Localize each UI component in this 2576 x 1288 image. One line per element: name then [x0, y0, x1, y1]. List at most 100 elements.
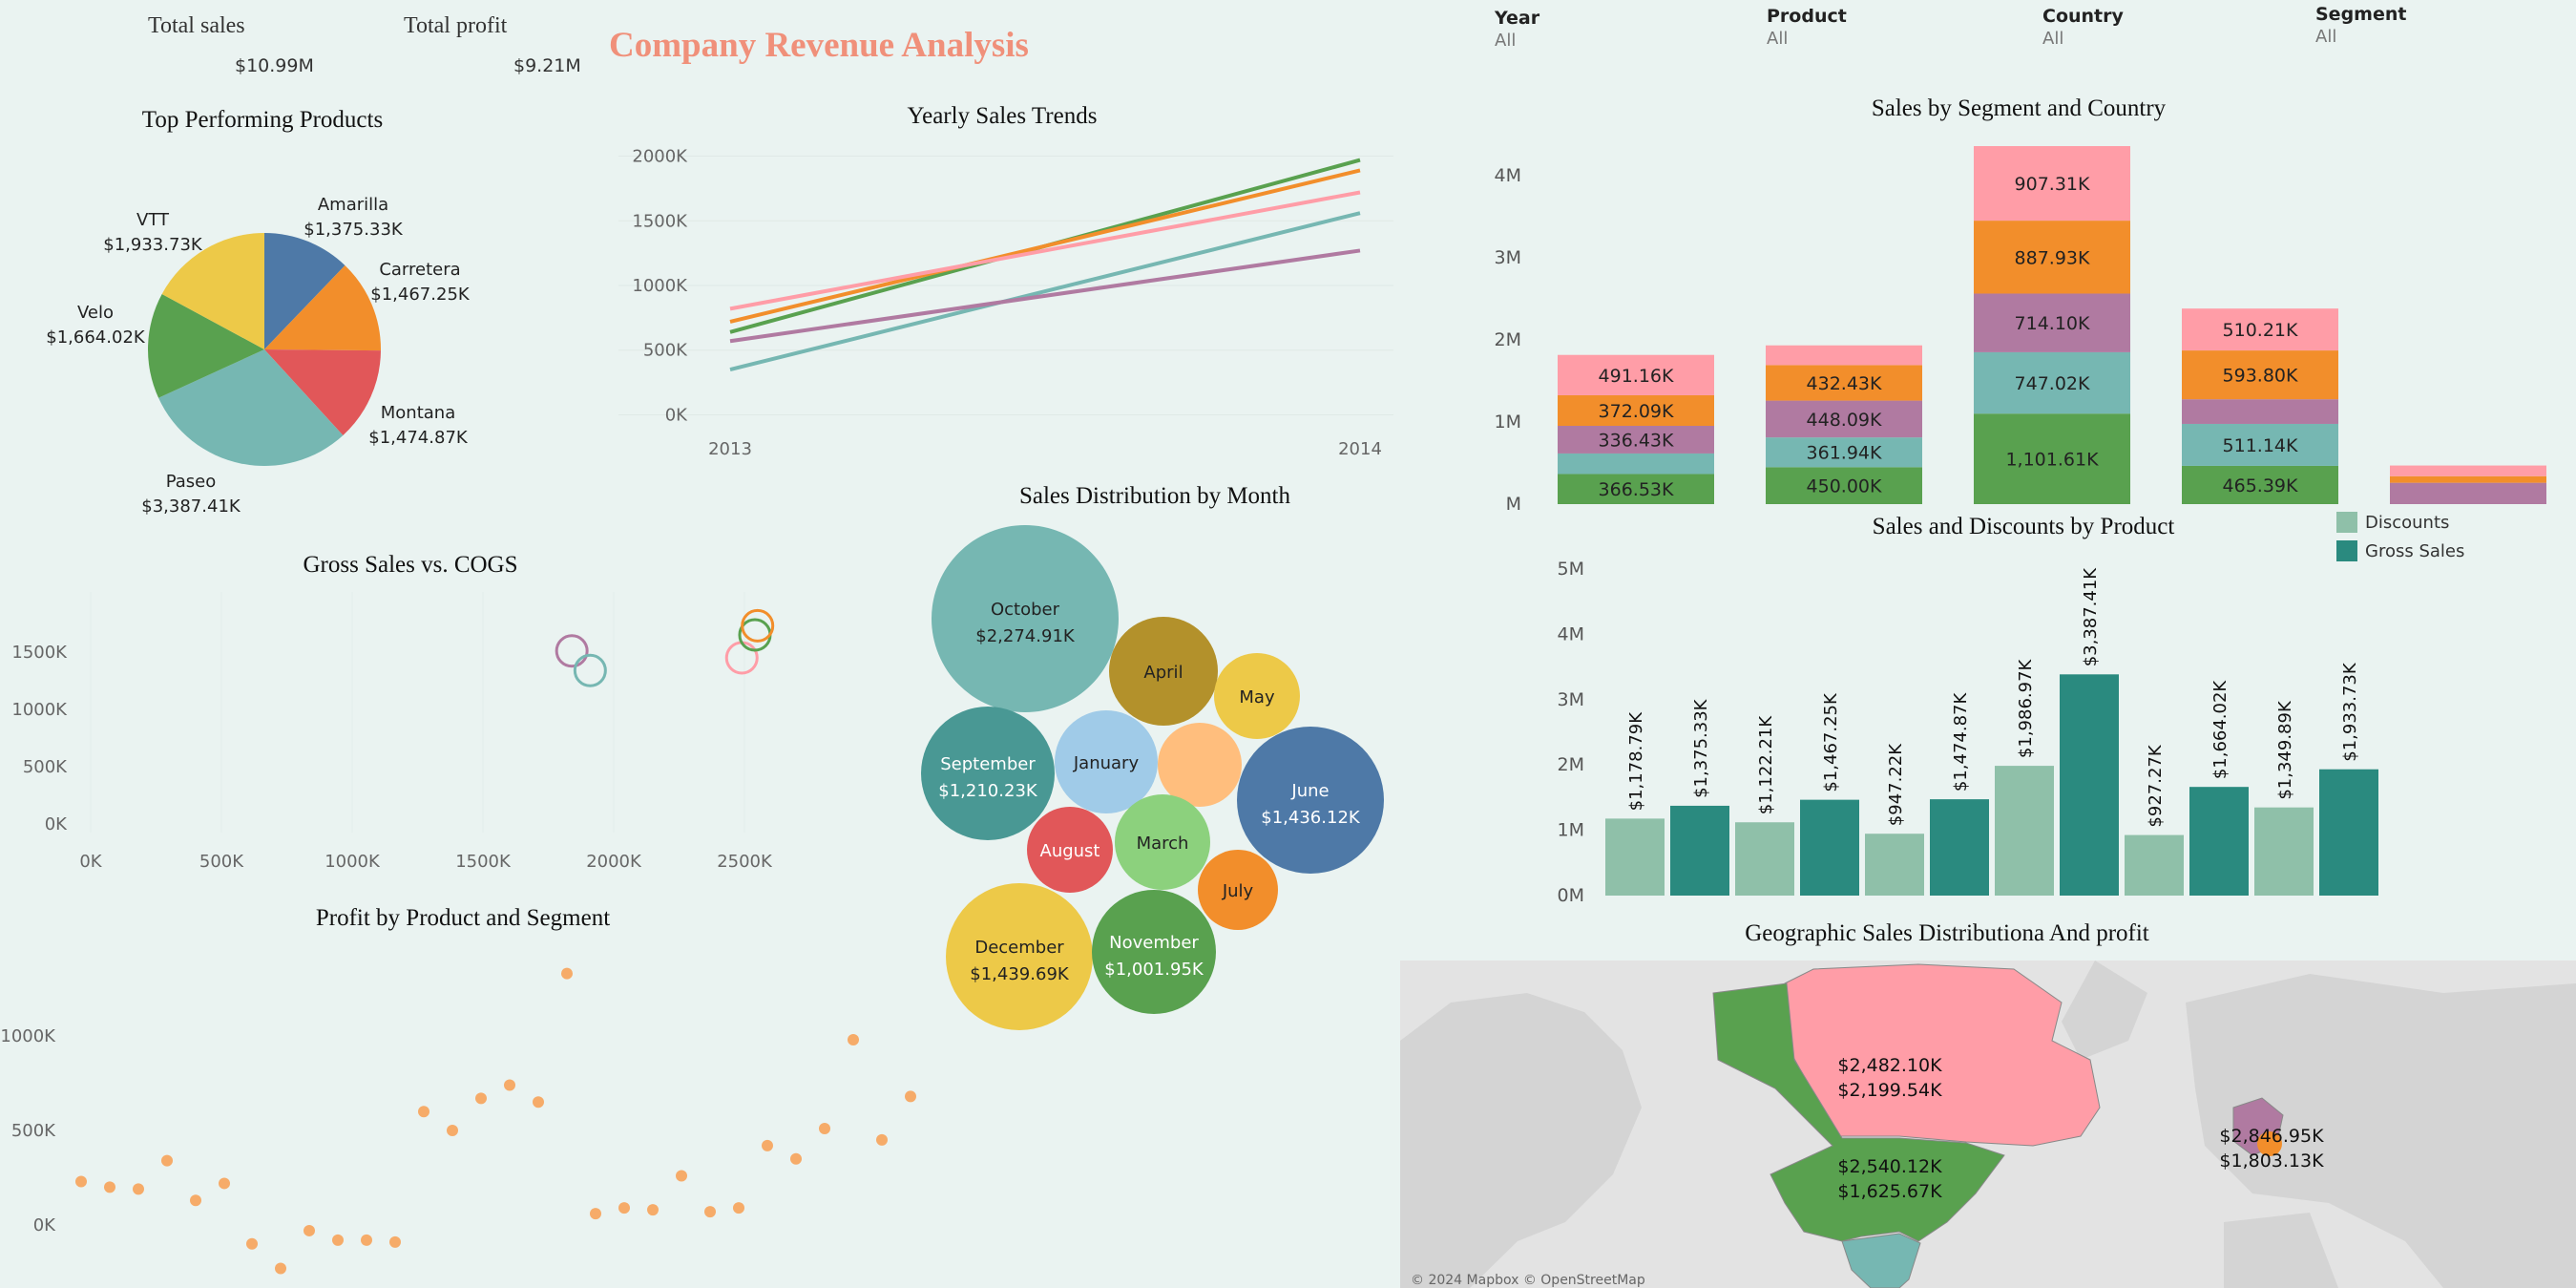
stacked-segment-teal[interactable]: [2182, 423, 2338, 466]
dots-point[interactable]: [161, 1154, 173, 1167]
dots-point[interactable]: [618, 1202, 630, 1214]
pie-slice-vtt[interactable]: [161, 233, 264, 349]
bubble-april[interactable]: [1109, 617, 1218, 726]
stacked-segment-orange[interactable]: [1558, 394, 1714, 427]
filter-product-value[interactable]: All: [1767, 29, 1789, 49]
dots-point[interactable]: [647, 1204, 659, 1216]
discounts-bar[interactable]: [2125, 834, 2184, 896]
filter-product[interactable]: Product All: [1767, 6, 1847, 49]
stacked-segment-green[interactable]: [1766, 467, 1922, 504]
bubble-december[interactable]: [946, 883, 1093, 1030]
bubble-june[interactable]: [1237, 727, 1384, 874]
line-series-1[interactable]: [729, 168, 1361, 324]
filter-year[interactable]: Year All: [1495, 8, 1539, 51]
stacked-segment-pink[interactable]: [1766, 345, 1922, 366]
stacked-segment-purple[interactable]: [2390, 482, 2546, 504]
dots-point[interactable]: [876, 1133, 888, 1146]
dots-point[interactable]: [733, 1202, 744, 1214]
bubble-october[interactable]: [932, 525, 1119, 712]
dots-point[interactable]: [275, 1262, 286, 1275]
filter-segment[interactable]: Segment All: [2315, 4, 2406, 47]
dots-point[interactable]: [561, 967, 573, 980]
dots-point[interactable]: [848, 1033, 859, 1045]
scatter-point[interactable]: [724, 641, 759, 675]
stacked-segment-purple[interactable]: [1558, 426, 1714, 454]
map-marker-europe[interactable]: [2257, 1131, 2282, 1156]
stacked-segment-green[interactable]: [1974, 413, 2130, 504]
stacked-segment-green[interactable]: [1558, 474, 1714, 504]
filter-country-value[interactable]: All: [2042, 29, 2064, 49]
stacked-segment-teal[interactable]: [1974, 351, 2130, 414]
dots-point[interactable]: [389, 1235, 401, 1248]
dots-point[interactable]: [819, 1123, 830, 1135]
dots-point[interactable]: [219, 1177, 230, 1190]
discounts-bar[interactable]: [1930, 799, 1989, 896]
filter-country[interactable]: Country All: [2042, 6, 2124, 49]
line-series-2[interactable]: [729, 190, 1361, 311]
stacked-segment-pink[interactable]: [2390, 465, 2546, 476]
dots-point[interactable]: [504, 1079, 515, 1091]
dots-point[interactable]: [332, 1234, 344, 1246]
dots-point[interactable]: [447, 1125, 458, 1136]
bubble-july[interactable]: [1198, 850, 1278, 930]
stacked-segment-pink[interactable]: [1558, 354, 1714, 395]
bubble-may[interactable]: [1214, 653, 1300, 739]
discounts-bar[interactable]: [1735, 822, 1794, 896]
stacked-segment-teal[interactable]: [1766, 437, 1922, 468]
stacked-segment-pink[interactable]: [1974, 146, 2130, 222]
map-region-canada[interactable]: [1784, 963, 2101, 1147]
bubble-unlabeled[interactable]: [1158, 723, 1242, 807]
pie-slice-carretera[interactable]: [264, 264, 381, 351]
pie-slice-paseo[interactable]: [158, 349, 344, 466]
pie-slice-amarilla[interactable]: [264, 233, 346, 349]
dots-point[interactable]: [133, 1183, 144, 1195]
stacked-segment-orange[interactable]: [2390, 475, 2546, 483]
stacked-segment-orange[interactable]: [1974, 221, 2130, 294]
filter-year-value[interactable]: All: [1495, 31, 1517, 51]
bubble-september[interactable]: [921, 707, 1055, 840]
pie-slice-velo[interactable]: [147, 293, 264, 398]
stacked-segment-orange[interactable]: [2182, 350, 2338, 400]
discounts-bar[interactable]: [2254, 807, 2314, 896]
discounts-bar[interactable]: [1865, 834, 1924, 896]
line-series-4[interactable]: [729, 248, 1361, 344]
dots-point[interactable]: [533, 1096, 544, 1109]
bubble-march[interactable]: [1115, 794, 1210, 890]
stacked-segment-purple[interactable]: [2182, 399, 2338, 424]
dots-point[interactable]: [75, 1175, 87, 1188]
bubble-august[interactable]: [1027, 807, 1113, 893]
discounts-bar[interactable]: [1605, 818, 1665, 896]
line-series-3[interactable]: [729, 211, 1361, 371]
dots-point[interactable]: [475, 1092, 487, 1105]
discounts-bar[interactable]: [2060, 674, 2119, 896]
map-region-united-states[interactable]: [1712, 982, 2005, 1242]
dots-point[interactable]: [190, 1194, 201, 1207]
bubble-november[interactable]: [1092, 890, 1216, 1014]
map-region-mexico[interactable]: [1841, 1233, 1921, 1288]
discounts-bar[interactable]: [2189, 787, 2249, 896]
stacked-segment-orange[interactable]: [1766, 365, 1922, 401]
stacked-segment-green[interactable]: [2182, 465, 2338, 504]
dots-point[interactable]: [676, 1170, 687, 1182]
bubble-january[interactable]: [1055, 710, 1158, 813]
scatter-point[interactable]: [573, 653, 607, 687]
filter-segment-value[interactable]: All: [2315, 27, 2337, 47]
dots-point[interactable]: [361, 1234, 372, 1246]
dots-point[interactable]: [905, 1090, 916, 1103]
dots-point[interactable]: [590, 1208, 601, 1220]
dots-point[interactable]: [104, 1181, 115, 1193]
dots-point[interactable]: [246, 1237, 258, 1250]
scatter-point[interactable]: [741, 608, 775, 643]
stacked-segment-pink[interactable]: [2182, 308, 2338, 351]
discounts-bar[interactable]: [1800, 799, 1859, 896]
discounts-bar[interactable]: [2319, 769, 2378, 896]
dots-point[interactable]: [704, 1206, 716, 1218]
discounts-bar[interactable]: [1995, 766, 2054, 896]
discounts-bar[interactable]: [1670, 805, 1729, 896]
stacked-segment-purple[interactable]: [1766, 400, 1922, 438]
dots-point[interactable]: [304, 1224, 315, 1236]
stacked-segment-purple[interactable]: [1974, 293, 2130, 352]
stacked-segment-teal[interactable]: [1558, 453, 1714, 475]
pie-slice-montana[interactable]: [264, 349, 381, 435]
dots-point[interactable]: [790, 1152, 802, 1165]
